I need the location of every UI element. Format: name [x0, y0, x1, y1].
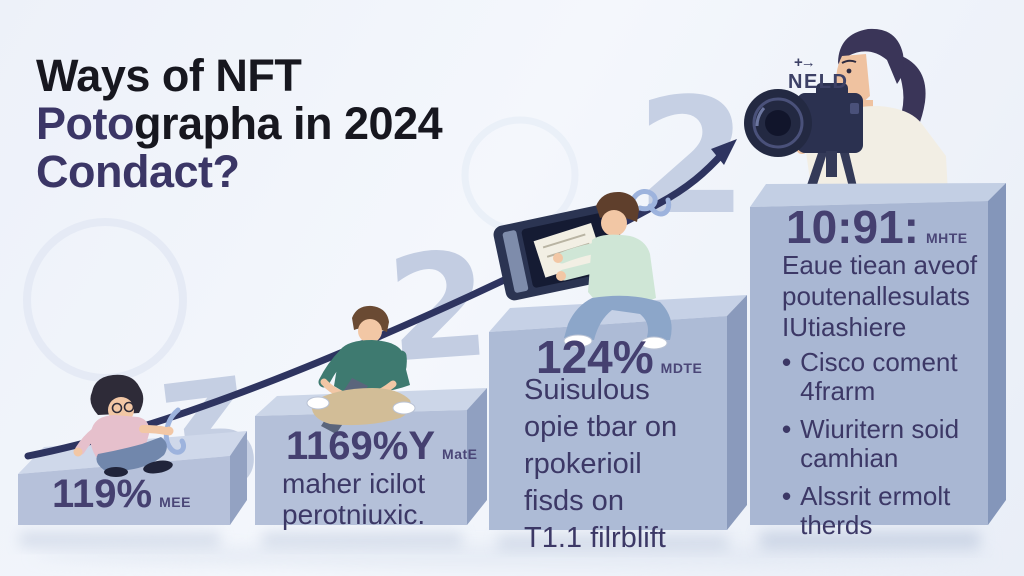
step4-reflection	[760, 531, 980, 549]
bullet-icon	[782, 348, 800, 406]
shoe	[104, 467, 128, 477]
step2-stat: 1169%Y MatE	[286, 424, 478, 468]
title-line2: Potographa in 2024	[36, 98, 443, 149]
step2-reflection	[262, 532, 462, 547]
shoe	[640, 336, 668, 350]
shoe	[563, 334, 593, 348]
tripod-leg	[840, 153, 858, 191]
step2-caption: maher icilot perotniuxic.	[282, 468, 426, 530]
step1-stat: 119% MEE	[52, 472, 191, 516]
step3-stat: 124% MDTE	[536, 331, 703, 383]
arm	[558, 260, 606, 281]
glasses-icon	[123, 401, 135, 413]
glasses-icon	[111, 402, 123, 414]
shoe	[143, 460, 173, 474]
ribbon-hook-icon	[163, 407, 187, 455]
decor-circle	[461, 116, 579, 234]
person-step3	[493, 191, 672, 350]
tripod-leg	[805, 153, 827, 191]
title-line3: Condact?	[36, 146, 240, 197]
step4-box	[750, 183, 1006, 525]
pants	[311, 388, 411, 426]
arrowhead-icon	[711, 139, 737, 165]
ghost-numeral-2b: 2	[636, 63, 747, 250]
arm	[139, 425, 170, 435]
arm	[556, 242, 602, 264]
arrow-doodle-icon: +→	[794, 54, 816, 71]
pants	[564, 295, 672, 340]
shoe	[392, 401, 416, 415]
tripod-column	[826, 151, 837, 177]
floor-shadow	[32, 543, 992, 569]
step3-box	[489, 295, 747, 530]
dslr-camera-icon	[744, 83, 863, 191]
face	[601, 210, 627, 236]
camera-label: +→ NELD	[788, 54, 848, 94]
shoe	[306, 396, 330, 410]
step4-stat: 10:91: MHTE	[786, 201, 968, 253]
camera-label-text: NELD	[788, 71, 849, 93]
photographer-woman	[744, 28, 948, 194]
title-line1: Ways of NFT	[36, 50, 302, 101]
bullet-icon	[782, 415, 800, 473]
person-step2	[306, 305, 416, 434]
jeans	[96, 437, 167, 470]
person-step1	[73, 374, 174, 477]
step4-caption: Eaue tiean aveof poutenallesulats IUtias…	[782, 250, 978, 342]
step3-reflection	[498, 535, 728, 550]
step1-reflection	[20, 532, 220, 547]
face	[358, 319, 382, 343]
bullet-icon	[782, 482, 800, 540]
step3-caption: Suisulous opie tbar on rpokerioil fisds …	[524, 374, 678, 554]
page-title: Ways of NFT Potographa in 2024 Condact?	[36, 50, 443, 197]
shirt	[588, 234, 656, 306]
hair	[838, 28, 904, 84]
arm	[75, 427, 101, 455]
